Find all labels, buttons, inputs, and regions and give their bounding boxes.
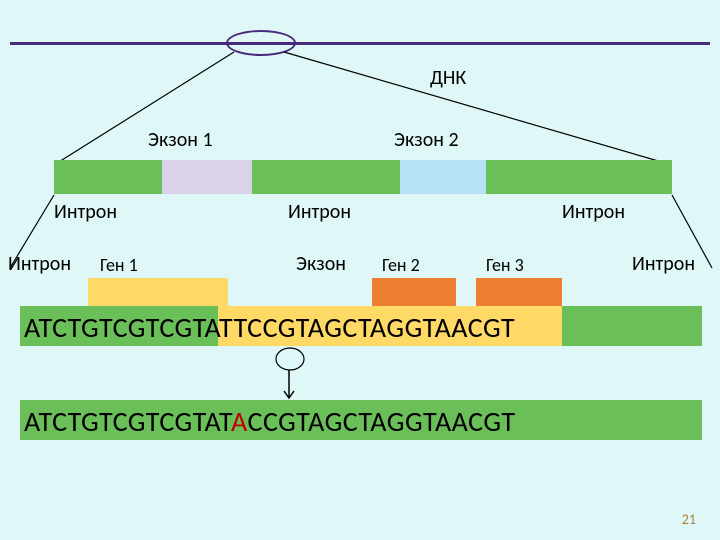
gene-label: Ген 3 <box>486 254 524 276</box>
dna-top-line <box>10 42 710 45</box>
label-intron-mid-right: Интрон <box>632 252 695 276</box>
seq-bar-segment <box>562 306 702 346</box>
top-bar-segment <box>400 160 486 194</box>
label-exon-mid: Экзон <box>296 252 346 276</box>
top-bar-segment <box>54 160 162 194</box>
top-bar-segment <box>162 160 252 194</box>
dna-oval <box>226 30 296 56</box>
sequence-2-text: ATCTGTCGTCGTATACCGTAGCTAGGTAACGT <box>24 404 516 439</box>
top-bar-segment <box>486 160 672 194</box>
page-number: 21 <box>682 511 696 528</box>
label-intron-mid-left: Интрон <box>8 252 71 276</box>
label-intron-top-mid: Интрон <box>288 200 351 224</box>
label-intron-top-left: Интрон <box>54 200 117 224</box>
gene-label: Ген 1 <box>100 254 138 276</box>
label-exon-1: Экзон 1 <box>148 128 213 152</box>
label-intron-top-right: Интрон <box>562 200 625 224</box>
sequence-1-text: ATCTGTCGTCGTATTCCGTAGCTAGGTAACGT <box>24 310 515 345</box>
dna-label: ДНК <box>430 66 466 90</box>
gene-label: Ген 2 <box>382 254 420 276</box>
label-exon-2: Экзон 2 <box>394 128 459 152</box>
top-bar-segment <box>252 160 400 194</box>
